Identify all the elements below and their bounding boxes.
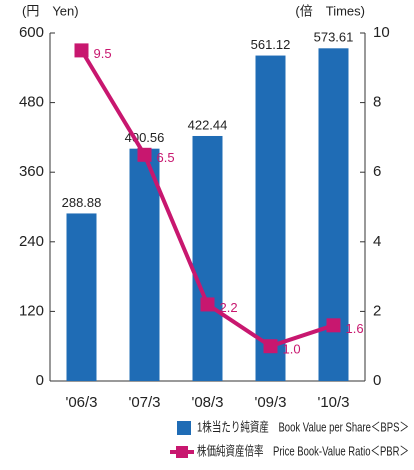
y2-tick-label: 2 (373, 302, 381, 319)
line-marker (326, 318, 341, 333)
line-marker (74, 43, 89, 58)
bar (255, 55, 286, 381)
y2-tick-label: 10 (373, 24, 390, 41)
y-axis-label: (円 Yen) (22, 3, 79, 18)
y-tick-label: 120 (19, 302, 44, 319)
x-tick-label: '09/3 (254, 394, 286, 411)
bar-label: 561.12 (251, 37, 291, 52)
line-marker (263, 339, 278, 354)
bar (192, 135, 223, 381)
x-tick-label: '08/3 (191, 394, 223, 411)
y-tick-label: 480 (19, 94, 44, 111)
line-label: 6.5 (157, 150, 175, 165)
y-tick-label: 240 (19, 233, 44, 250)
x-tick-label: '10/3 (317, 394, 349, 411)
x-tick-label: '06/3 (65, 394, 97, 411)
y-tick-label: 0 (36, 372, 44, 389)
y-tick-label: 360 (19, 163, 44, 180)
line-marker (137, 147, 152, 162)
y2-tick-label: 6 (373, 163, 381, 180)
bar-label: 422.44 (188, 117, 228, 132)
y-tick-label: 600 (19, 24, 44, 41)
bar (129, 148, 160, 381)
y2-axis-label: (倍 Times) (295, 3, 365, 18)
bar-label: 573.61 (314, 30, 354, 45)
x-tick-label: '07/3 (128, 394, 160, 411)
legend-label: 株価純資産倍率 Price Book-Value Ratio＜PBR＞ (197, 443, 409, 458)
legend-marker (176, 446, 188, 458)
y2-tick-label: 0 (373, 372, 381, 389)
legend-label: 1株当たり純資産 Book Value per Share＜BPS＞ (197, 419, 409, 434)
line-label: 2.2 (220, 300, 238, 315)
y2-tick-label: 8 (373, 94, 381, 111)
line-marker (200, 297, 215, 312)
legend-swatch (177, 421, 191, 435)
bar-label: 288.88 (62, 195, 102, 210)
line-label: 9.5 (94, 46, 112, 61)
line-label: 1.6 (346, 321, 364, 336)
bar (66, 213, 97, 381)
y2-tick-label: 4 (373, 233, 381, 250)
line-label: 1.0 (283, 342, 301, 357)
